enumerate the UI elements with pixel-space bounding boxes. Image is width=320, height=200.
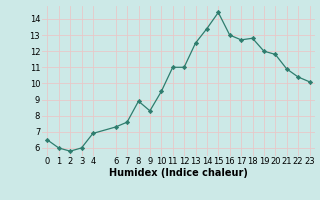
X-axis label: Humidex (Indice chaleur): Humidex (Indice chaleur) [109,168,248,178]
